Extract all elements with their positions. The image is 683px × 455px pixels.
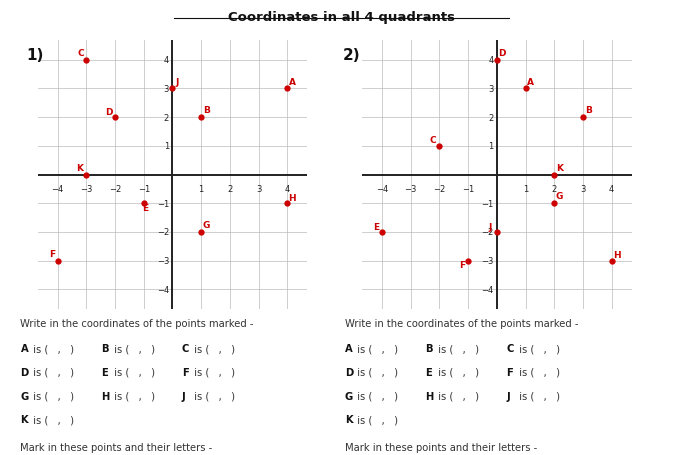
Text: −1: −1 (138, 184, 150, 193)
Text: G: G (345, 391, 353, 401)
Text: is (   ,   ): is ( , ) (435, 391, 479, 401)
Text: Write in the coordinates of the points marked -: Write in the coordinates of the points m… (345, 318, 579, 329)
Text: is (   ,   ): is ( , ) (30, 391, 74, 401)
Text: 3: 3 (256, 184, 261, 193)
Text: F: F (182, 367, 189, 377)
Text: −4: −4 (157, 285, 169, 294)
Text: 1: 1 (523, 184, 528, 193)
Text: Mark in these points and their letters -: Mark in these points and their letters - (345, 442, 537, 452)
Text: E: E (373, 222, 379, 231)
Text: 1: 1 (488, 142, 493, 151)
Text: 2): 2) (343, 48, 361, 63)
Text: is (   ,   ): is ( , ) (516, 367, 559, 377)
Text: is (   ,   ): is ( , ) (191, 344, 235, 354)
Text: is (   ,   ): is ( , ) (354, 344, 398, 354)
Text: A: A (20, 344, 28, 354)
Text: K: K (20, 415, 28, 425)
Text: A: A (345, 344, 352, 354)
Text: is (   ,   ): is ( , ) (516, 391, 559, 401)
Text: is (   ,   ): is ( , ) (111, 367, 154, 377)
Text: is (   ,   ): is ( , ) (435, 367, 479, 377)
Text: is (   ,   ): is ( , ) (354, 415, 398, 425)
Text: is (   ,   ): is ( , ) (516, 344, 559, 354)
Text: 3: 3 (164, 85, 169, 94)
Text: B: B (585, 106, 591, 115)
Text: is (   ,   ): is ( , ) (111, 344, 154, 354)
Text: 2: 2 (227, 184, 232, 193)
Text: −4: −4 (51, 184, 64, 193)
Text: Write in the coordinates of the points marked -: Write in the coordinates of the points m… (20, 318, 254, 329)
Text: is (   ,   ): is ( , ) (30, 367, 74, 377)
Text: −1: −1 (157, 199, 169, 208)
Text: 3: 3 (488, 85, 493, 94)
Text: C: C (78, 49, 85, 58)
Text: 2: 2 (488, 113, 493, 122)
Text: A: A (289, 77, 296, 86)
Text: is (   ,   ): is ( , ) (435, 344, 479, 354)
Text: −3: −3 (80, 184, 92, 193)
Text: E: E (426, 367, 432, 377)
Text: −1: −1 (482, 199, 493, 208)
Text: D: D (20, 367, 29, 377)
Text: K: K (76, 163, 83, 172)
Text: E: E (101, 367, 108, 377)
Text: B: B (203, 106, 210, 115)
Text: A: A (527, 77, 534, 86)
Text: J: J (489, 222, 492, 231)
Text: −3: −3 (156, 257, 169, 266)
Text: −2: −2 (157, 228, 169, 237)
Text: −2: −2 (109, 184, 121, 193)
Text: is (   ,   ): is ( , ) (30, 344, 74, 354)
Text: −3: −3 (404, 184, 417, 193)
Text: J: J (176, 78, 180, 87)
Text: 1): 1) (26, 48, 43, 63)
Text: 4: 4 (285, 184, 290, 193)
Text: is (   ,   ): is ( , ) (354, 367, 398, 377)
Text: H: H (289, 193, 296, 202)
Text: H: H (613, 251, 621, 260)
Text: 4: 4 (609, 184, 614, 193)
Text: K: K (345, 415, 352, 425)
Text: is (   ,   ): is ( , ) (191, 391, 235, 401)
Text: D: D (499, 49, 506, 58)
Text: H: H (101, 391, 109, 401)
Text: is (   ,   ): is ( , ) (111, 391, 154, 401)
Text: B: B (101, 344, 109, 354)
Text: −1: −1 (462, 184, 474, 193)
Text: F: F (49, 249, 55, 258)
Text: −4: −4 (376, 184, 388, 193)
Text: D: D (345, 367, 353, 377)
Text: is (   ,   ): is ( , ) (354, 391, 398, 401)
Text: F: F (506, 367, 513, 377)
Text: is (   ,   ): is ( , ) (191, 367, 235, 377)
Text: 2: 2 (552, 184, 557, 193)
Text: 1: 1 (164, 142, 169, 151)
Text: −3: −3 (481, 257, 493, 266)
Text: 4: 4 (488, 56, 493, 65)
Text: −2: −2 (482, 228, 493, 237)
Text: 1: 1 (199, 184, 204, 193)
Text: G: G (20, 391, 29, 401)
Text: F: F (459, 261, 465, 270)
Text: J: J (506, 391, 510, 401)
Text: E: E (142, 203, 148, 212)
Text: D: D (105, 107, 113, 116)
Text: Coordinates in all 4 quadrants: Coordinates in all 4 quadrants (228, 11, 455, 25)
Text: C: C (506, 344, 514, 354)
Text: K: K (556, 163, 563, 172)
Text: −4: −4 (482, 285, 493, 294)
Text: is (   ,   ): is ( , ) (30, 415, 74, 425)
Text: C: C (430, 135, 436, 144)
Text: Mark in these points and their letters -: Mark in these points and their letters - (20, 442, 212, 452)
Text: 4: 4 (164, 56, 169, 65)
Text: J: J (182, 391, 185, 401)
Text: 2: 2 (164, 113, 169, 122)
Text: C: C (182, 344, 189, 354)
Text: 3: 3 (581, 184, 585, 193)
Text: G: G (203, 221, 210, 230)
Text: H: H (426, 391, 434, 401)
Text: B: B (426, 344, 433, 354)
Text: G: G (556, 192, 563, 201)
Text: −2: −2 (433, 184, 445, 193)
